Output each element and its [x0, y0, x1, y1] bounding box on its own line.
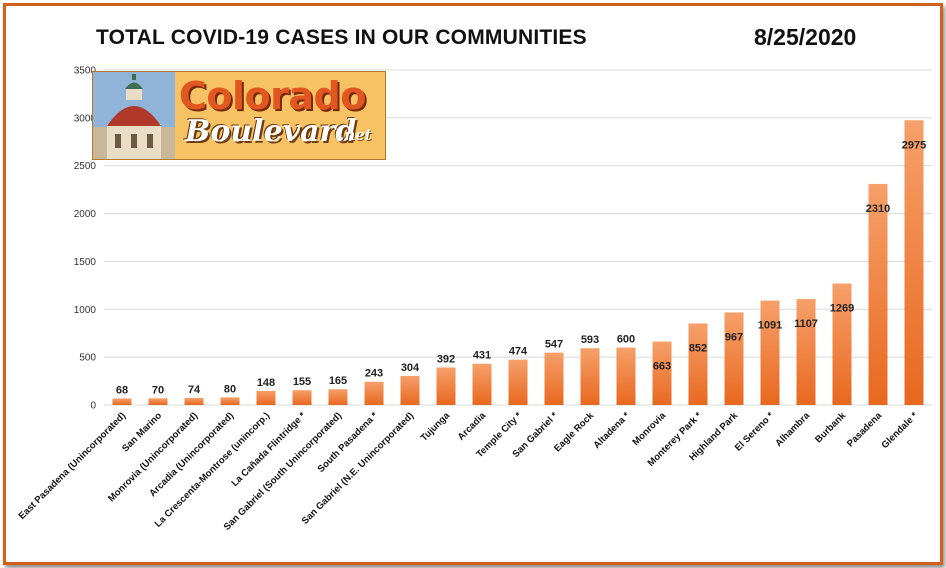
bar [436, 367, 456, 405]
x-tick-label: Altadena * [591, 410, 632, 451]
data-label: 474 [509, 346, 528, 358]
y-tick-label: 500 [79, 353, 96, 364]
data-label: 155 [293, 376, 311, 388]
bar [220, 397, 240, 405]
data-label: 165 [329, 375, 347, 387]
y-tick-label: 3500 [74, 66, 97, 77]
data-label: 547 [545, 339, 563, 351]
data-label: 1269 [830, 303, 854, 315]
chart-frame: TOTAL COVID-19 CASES IN OUR COMMUNITIES … [3, 3, 943, 565]
y-tick-label: 1500 [74, 257, 97, 268]
x-tick-label: Tujunga [419, 410, 453, 444]
bar [472, 363, 492, 405]
data-label: 593 [581, 334, 599, 346]
logo-boulevard: Boulevard [185, 114, 357, 149]
bar [760, 300, 780, 405]
data-label: 967 [725, 331, 743, 343]
bar [400, 375, 420, 405]
data-label: 392 [437, 353, 455, 365]
data-label: 243 [365, 368, 383, 380]
bar [508, 359, 528, 405]
data-label: 304 [401, 362, 420, 374]
data-label: 663 [653, 361, 671, 373]
bar [292, 390, 312, 405]
x-tick-label: Glendale * [879, 410, 920, 451]
bar [544, 352, 564, 405]
data-label: 2310 [866, 203, 890, 215]
chart-date: 8/25/2020 [754, 24, 857, 50]
data-label: 70 [152, 384, 164, 396]
data-label: 600 [617, 334, 635, 346]
y-tick-label: 0 [90, 401, 96, 412]
x-axis: East Pasadena (Unincorporated)San Marino… [17, 410, 921, 533]
x-tick-label: El Sereno * [733, 410, 776, 453]
bars [112, 120, 924, 405]
bar [688, 323, 708, 405]
data-label: 1107 [794, 318, 818, 330]
x-tick-label: Eagle Rock [552, 410, 596, 454]
data-label: 74 [188, 384, 201, 396]
data-label: 68 [116, 384, 128, 396]
bar [616, 347, 636, 405]
bar [256, 390, 276, 405]
bar [580, 348, 600, 405]
bar [112, 398, 132, 405]
data-label: 148 [257, 377, 275, 389]
x-tick-label: Monrovia [630, 410, 668, 448]
x-tick-label: Alhambra [773, 410, 812, 449]
bar [904, 120, 924, 405]
data-label: 852 [689, 342, 707, 354]
chart-title: TOTAL COVID-19 CASES IN OUR COMMUNITIES [96, 26, 587, 49]
x-tick-label: East Pasadena (Unincorporated) [17, 410, 129, 522]
y-axis: 0 500 1000 1500 2000 2500 3000 3500 [74, 66, 97, 412]
y-tick-label: 2000 [74, 209, 97, 220]
bar [328, 389, 348, 405]
data-label: 2975 [902, 139, 926, 151]
data-label: 80 [224, 383, 236, 395]
city-hall-dome-icon [93, 72, 175, 159]
bar [868, 183, 888, 405]
logo-colorado: Colorado [179, 74, 366, 118]
logo-net: .net [339, 126, 372, 144]
x-tick-label: Arcadia [456, 410, 489, 443]
bar [652, 341, 672, 405]
bar [364, 381, 384, 405]
x-tick-label: Burbank [813, 410, 849, 446]
bar [832, 283, 852, 405]
y-tick-label: 1000 [74, 305, 97, 316]
colorado-boulevard-logo: Colorado Boulevard .net [92, 71, 386, 160]
data-labels: 68 70 74 80 148 155 165 243 304 392 431 474 547 593 60… [116, 139, 926, 396]
bar-chart: 0 500 1000 1500 2000 2500 3000 3500 68 70 74 80 148… [17, 66, 932, 533]
x-tick-label: South Pasadena * [316, 410, 381, 475]
data-label: 431 [473, 350, 491, 362]
bar [184, 397, 204, 405]
bar [148, 398, 168, 405]
data-label: 1091 [758, 320, 782, 332]
bar [724, 312, 744, 405]
bar [796, 299, 816, 405]
y-tick-label: 3000 [74, 113, 97, 124]
y-tick-label: 2500 [74, 161, 97, 172]
